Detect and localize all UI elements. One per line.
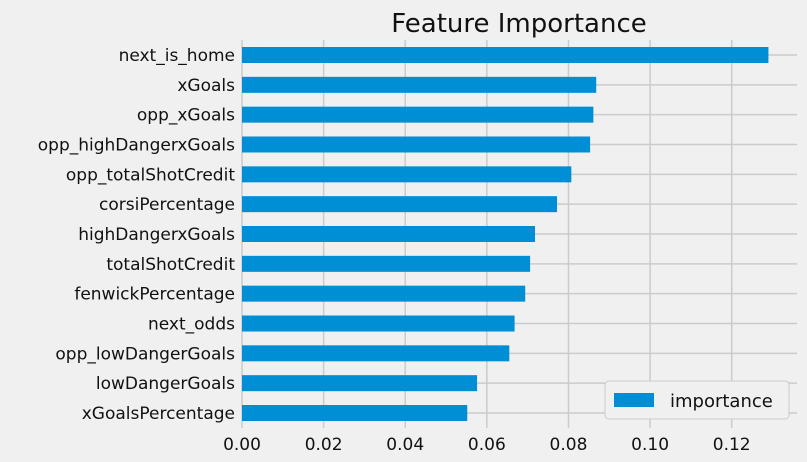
- y-tick-label-5: corsiPercentage: [99, 195, 235, 215]
- x-tick-label-5: 0.10: [631, 435, 669, 455]
- bar-xGoalsPercentage: [242, 405, 468, 421]
- x-tick-label-6: 0.12: [713, 435, 751, 455]
- bar-totalShotCredit: [242, 255, 531, 272]
- y-tick-label-2: opp_xGoals: [137, 106, 235, 126]
- x-tick-label-0: 0.00: [223, 435, 261, 455]
- x-tick-label-4: 0.08: [550, 435, 588, 455]
- bar-next_odds: [242, 315, 515, 332]
- y-tick-label-6: highDangerxGoals: [78, 225, 235, 245]
- y-tick-label-11: lowDangerGoals: [96, 374, 235, 394]
- legend: importance: [604, 380, 790, 420]
- bar-opp_xGoals: [242, 106, 594, 123]
- bars: [242, 47, 769, 421]
- x-tick-labels: 0.00 0.02 0.04 0.06 0.08 0.10 0.12: [223, 435, 751, 455]
- bar-xGoals: [242, 76, 597, 93]
- bar-highDangerxGoals: [242, 226, 536, 242]
- bar-lowDangerGoals: [242, 375, 478, 392]
- bar-opp_lowDangerGoals: [242, 345, 510, 362]
- bar-opp_highDangerxGoals: [242, 136, 591, 153]
- bar-next_is_home: [242, 47, 769, 63]
- bar-fenwickPercentage: [242, 285, 526, 302]
- chart-title: Feature Importance: [391, 9, 647, 39]
- legend-label-importance: importance: [670, 391, 773, 412]
- bar-opp_totalShotCredit: [242, 166, 572, 183]
- x-tick-label-3: 0.06: [468, 435, 506, 455]
- y-tick-label-8: fenwickPercentage: [74, 285, 235, 305]
- y-tick-label-3: opp_highDangerxGoals: [38, 136, 235, 156]
- y-tick-label-0: next_is_home: [119, 46, 235, 66]
- y-tick-label-7: totalShotCredit: [106, 255, 235, 275]
- x-tick-label-1: 0.02: [305, 435, 343, 455]
- y-tick-label-1: xGoals: [177, 76, 235, 96]
- bar-corsiPercentage: [242, 196, 558, 213]
- legend-swatch-importance: [614, 393, 654, 407]
- legend-box: [604, 380, 790, 420]
- y-tick-label-9: next_odds: [148, 315, 235, 335]
- y-tick-label-4: opp_totalShotCredit: [66, 165, 235, 185]
- y-tick-label-10: opp_lowDangerGoals: [55, 344, 235, 364]
- y-tick-label-12: xGoalsPercentage: [82, 404, 235, 424]
- y-tick-labels: next_is_home xGoals opp_xGoals opp_highDang…: [38, 46, 236, 424]
- x-tick-label-2: 0.04: [386, 435, 424, 455]
